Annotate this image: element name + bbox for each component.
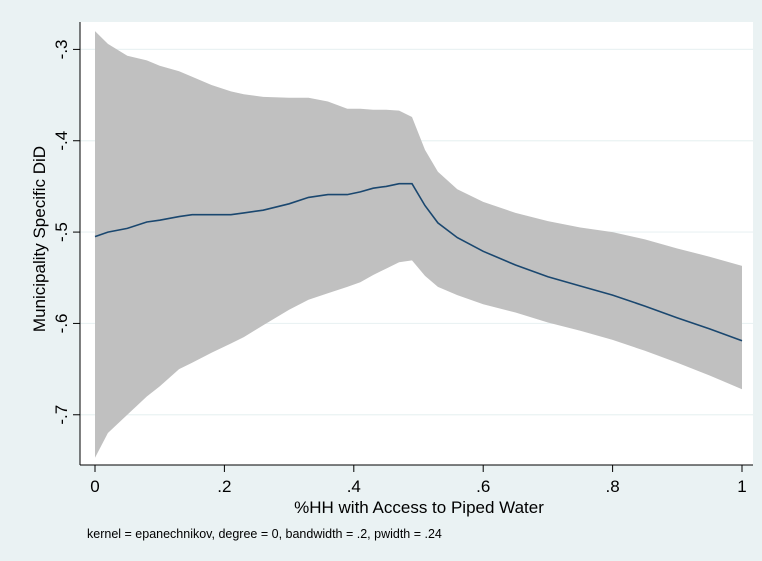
- y-axis-ticks: -.3 -.4 -.5 -.6 -.7: [52, 39, 80, 425]
- x-tick-label: .8: [606, 477, 620, 496]
- x-tick-label: .4: [347, 477, 361, 496]
- x-tick-label: .2: [217, 477, 231, 496]
- x-axis-ticks: 0 .2 .4 .6 .8 1: [90, 465, 747, 496]
- y-tick-label: -.4: [52, 131, 71, 151]
- smoothed-line: [94, 182, 743, 342]
- y-axis-title: Municipality Specific DiD: [30, 146, 49, 332]
- confidence-band: [95, 31, 742, 458]
- x-tick-label: 1: [737, 477, 746, 496]
- axes: [79, 22, 753, 466]
- x-axis-title: %HH with Access to Piped Water: [294, 498, 544, 517]
- y-tick-label: -.7: [52, 405, 71, 425]
- y-tick-label: -.3: [52, 39, 71, 59]
- y-tick-label: -.5: [52, 222, 71, 242]
- x-tick-label: .6: [476, 477, 490, 496]
- kernel-note: kernel = epanechnikov, degree = 0, bandw…: [87, 527, 442, 541]
- x-tick-label: 0: [90, 477, 99, 496]
- y-tick-label: -.6: [52, 314, 71, 334]
